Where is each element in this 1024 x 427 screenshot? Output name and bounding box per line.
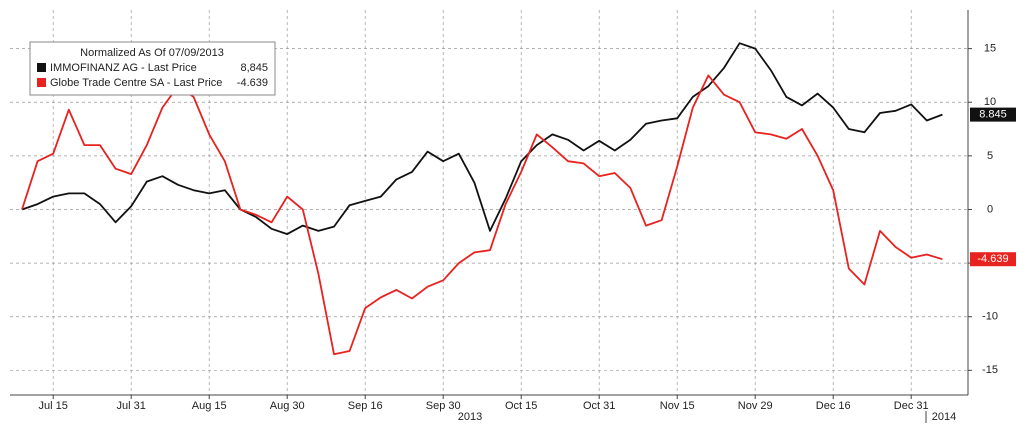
x-tick-label: Aug 30 (270, 400, 305, 412)
legend-label: Globe Trade Centre SA - Last Price (50, 77, 222, 89)
last-value-box (970, 107, 1016, 122)
last-value-label: -4.639 (977, 253, 1008, 265)
x-tick-label: Oct 31 (583, 400, 615, 412)
x-tick-label: Aug 15 (192, 400, 227, 412)
x-tick-label: Dec 16 (816, 400, 851, 412)
y-tick-label: -15 (982, 364, 998, 376)
series-line (21, 42, 943, 236)
x-tick-label: Oct 15 (505, 400, 537, 412)
legend: Normalized As Of 07/09/2013 IMMOFINANZ A… (29, 41, 276, 96)
legend-value: 8,845 (240, 62, 268, 74)
legend-box (29, 41, 276, 96)
y-tick-label: -10 (982, 311, 998, 323)
x-tick-label: Sep 30 (426, 400, 461, 412)
legend-title: Normalized As Of 07/09/2013 (80, 47, 224, 59)
legend-label: IMMOFINANZ AG - Last Price (50, 62, 197, 74)
y-tick-label: 0 (987, 203, 993, 215)
x-tick-label: Jul 15 (39, 400, 68, 412)
legend-swatch (37, 63, 46, 72)
year-label: 2013 (458, 411, 482, 423)
y-tick-label: 10 (984, 96, 996, 108)
grid (10, 10, 968, 395)
x-tick-label: Jul 31 (117, 400, 146, 412)
x-tick-label: Nov 29 (738, 400, 773, 412)
legend-swatch (37, 78, 46, 87)
last-value-box (970, 252, 1016, 267)
legend-value: -4.639 (237, 77, 268, 89)
year-label: 2014 (932, 411, 956, 423)
x-tick-label: Nov 15 (660, 400, 695, 412)
y-tick-label: 5 (987, 150, 993, 162)
x-tick-label: Dec 31 (894, 400, 929, 412)
x-tick-label: Sep 16 (348, 400, 383, 412)
y-tick-label: 15 (984, 43, 996, 55)
last-value-label: 8.845 (979, 109, 1007, 121)
